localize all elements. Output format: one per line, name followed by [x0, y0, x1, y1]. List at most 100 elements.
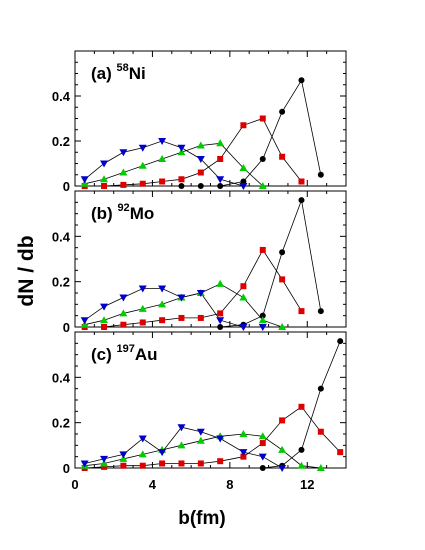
x-tick-label: 0	[71, 477, 78, 492]
data-point-blue	[119, 451, 128, 459]
data-point-blue	[80, 176, 89, 184]
data-point-blue	[158, 285, 167, 293]
data-point-red	[139, 462, 146, 469]
data-point-black	[298, 77, 305, 84]
data-point-red	[279, 276, 286, 283]
data-point-blue	[80, 317, 89, 325]
series-line-black	[220, 198, 322, 328]
y-axis-label: dN / db	[15, 235, 38, 306]
data-point-black	[178, 183, 185, 189]
x-tick-labels: 0 4 8 12	[71, 477, 314, 492]
data-point-red	[101, 183, 108, 189]
data-point-blue	[196, 290, 205, 297]
x-tick-label: 12	[300, 477, 314, 492]
data-point-red	[240, 283, 247, 290]
panel-label: (c) 197Au	[91, 343, 158, 364]
x-axis-label: b(fm)	[178, 508, 225, 529]
data-point-black	[217, 183, 224, 189]
data-point-red	[337, 449, 344, 456]
data-point-red	[279, 153, 286, 160]
data-point-green	[119, 168, 128, 176]
data-point-red	[240, 122, 247, 129]
data-point-red	[197, 314, 204, 321]
data-point-red	[259, 115, 266, 122]
panel-label: (b) 92Mo	[91, 202, 154, 223]
data-point-red	[259, 246, 266, 253]
data-point-black	[279, 249, 286, 256]
data-point-green	[278, 323, 287, 330]
data-point-red	[178, 314, 185, 321]
data-point-blue	[158, 138, 167, 145]
y-tick-label: 0.2	[52, 416, 70, 431]
data-point-black	[197, 183, 204, 189]
data-point-red	[159, 317, 166, 324]
y-tick-label: 0.4	[52, 370, 71, 385]
data-point-green	[80, 320, 89, 328]
data-point-red	[159, 178, 166, 185]
data-point-blue	[196, 428, 205, 436]
data-point-blue	[177, 144, 186, 152]
data-point-red	[279, 417, 286, 424]
data-point-blue	[216, 176, 225, 184]
data-point-black	[298, 197, 305, 204]
data-point-red	[317, 428, 324, 435]
series-line-red	[84, 118, 302, 187]
data-point-green	[100, 459, 109, 467]
data-point-red	[120, 321, 127, 328]
data-point-blue	[239, 449, 248, 457]
data-point-red	[120, 462, 127, 469]
panel-label: (a) 58Ni	[91, 62, 146, 83]
data-point-black	[259, 156, 266, 162]
y-tick-label: 0	[63, 320, 70, 335]
data-point-green	[316, 464, 325, 471]
y-tick-label: 0.4	[52, 89, 71, 104]
series-line-blue	[84, 288, 263, 328]
data-point-green	[239, 164, 248, 171]
data-point-green	[258, 182, 267, 189]
data-point-green	[297, 461, 306, 469]
data-point-green	[196, 436, 205, 444]
data-point-green	[158, 300, 167, 308]
data-point-blue	[258, 453, 267, 461]
data-point-black	[317, 385, 324, 392]
data-point-black	[317, 171, 324, 178]
data-point-black	[298, 446, 305, 453]
y-tick-label: 0	[63, 179, 70, 194]
data-point-blue	[100, 160, 109, 168]
data-point-green	[258, 432, 267, 440]
data-point-red	[120, 181, 127, 188]
data-point-black	[279, 108, 286, 115]
data-point-green	[239, 293, 248, 301]
data-point-green	[216, 279, 225, 287]
panel-mo: 0 0.2 0.4 (b) 92Mo	[52, 190, 347, 335]
data-point-red	[101, 324, 108, 330]
data-point-red	[139, 319, 146, 326]
data-point-blue	[119, 149, 128, 157]
data-point-red	[240, 453, 247, 460]
data-point-blue	[239, 324, 248, 331]
data-point-red	[197, 169, 204, 176]
data-point-green	[278, 445, 287, 453]
data-point-green	[196, 141, 205, 149]
panel-ni: 0 0.2 0.4 (a) 58Ni	[52, 50, 347, 194]
data-point-blue	[100, 455, 109, 463]
data-point-blue	[177, 294, 186, 302]
data-point-green	[138, 450, 147, 458]
data-point-red	[298, 178, 305, 185]
data-point-green	[239, 430, 248, 437]
data-point-black	[317, 308, 324, 315]
data-point-green	[216, 139, 225, 147]
series-line-red	[84, 406, 341, 469]
data-point-blue	[216, 317, 225, 325]
data-point-blue	[258, 324, 267, 331]
data-point-blue	[278, 465, 287, 472]
data-point-red	[259, 440, 266, 447]
data-point-green	[100, 175, 109, 183]
data-point-blue	[196, 156, 205, 163]
data-point-blue	[158, 449, 167, 457]
data-point-blue	[216, 435, 225, 443]
data-point-green	[119, 454, 128, 462]
data-point-black	[259, 312, 266, 319]
panel-au: 0 0.2 0.4 (c) 197Au	[52, 331, 347, 476]
